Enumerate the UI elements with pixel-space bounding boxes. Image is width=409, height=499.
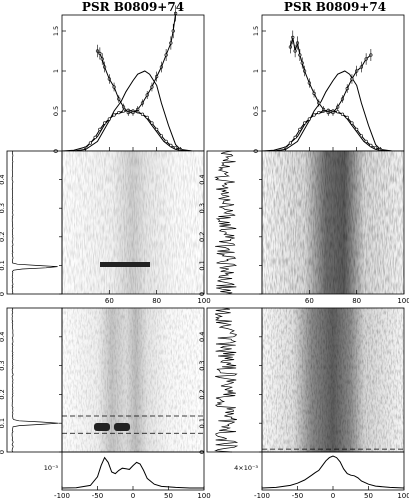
x-tick-label: 50 xyxy=(164,492,173,499)
data-point xyxy=(117,110,121,115)
right-bottom-2d-panel xyxy=(261,307,405,453)
right-bottom-profile-panel: 4×10⁻³ -100 -50 0 50 100 xyxy=(234,451,409,499)
y-tick-label: 0.1 xyxy=(198,260,206,270)
profile-series-0 xyxy=(262,70,404,152)
profile-series-0 xyxy=(62,70,204,152)
data-point xyxy=(317,110,321,115)
y-tick-label: 0.4 xyxy=(198,332,206,342)
y-tick-label: 0.5 xyxy=(52,106,60,116)
spectral-feature-band xyxy=(100,262,150,267)
left-bottom-side-panel: 0 0.1 0.2 0.3 0.4 xyxy=(0,307,63,454)
data-point xyxy=(298,127,302,131)
y-tick-label: 1.5 xyxy=(252,26,260,36)
bright-spot-1 xyxy=(94,423,110,431)
data-point xyxy=(350,121,354,125)
x-tick-label: 60 xyxy=(105,297,114,305)
x-tick-label: 50 xyxy=(364,492,373,499)
left-top-profile-panel: 00.511.5 xyxy=(52,5,205,153)
data-point xyxy=(169,143,173,147)
y-tick-label: 0 xyxy=(198,450,206,454)
data-point xyxy=(345,115,349,119)
data-point xyxy=(303,121,307,125)
x-tick-label: 100 xyxy=(197,492,210,499)
x-tick-label: -100 xyxy=(54,492,70,499)
y-tick-label: 0.2 xyxy=(0,232,6,242)
left-title: PSR B0809+74 xyxy=(82,0,184,14)
data-point xyxy=(336,110,340,114)
y-tick-label: 0.1 xyxy=(0,418,6,428)
y-tick-label: 0 xyxy=(0,450,6,454)
x-tick-label: -100 xyxy=(254,492,270,499)
y-tick-label: 0.2 xyxy=(0,389,6,399)
x-tick-label: 60 xyxy=(305,297,314,305)
data-point xyxy=(164,139,168,143)
right-title: PSR B0809+74 xyxy=(284,0,386,14)
right-top-profile-panel: 00.511.5 xyxy=(252,14,405,153)
data-point xyxy=(340,112,345,116)
profile-series-1 xyxy=(61,110,204,152)
left-middle-spectrum-panel: 60 80 100 xyxy=(61,150,211,305)
x-tick-label: 0 xyxy=(131,492,135,499)
y-tick-label: 0.4 xyxy=(0,174,6,184)
data-point xyxy=(159,134,163,138)
left-middle-side-panel: 0 0.1 0.2 0.3 0.4 xyxy=(0,150,63,296)
profile-series-3 xyxy=(97,13,177,114)
data-point xyxy=(112,113,116,117)
y-tick-label: 0.3 xyxy=(0,360,6,370)
data-point xyxy=(364,139,368,143)
data-point xyxy=(174,146,178,150)
data-point xyxy=(102,121,107,125)
data-point xyxy=(307,117,311,121)
data-point xyxy=(88,141,92,145)
y-tick-label: 0.3 xyxy=(198,203,206,213)
y-tick-label: 0.1 xyxy=(0,260,6,270)
y-tick-label: 1 xyxy=(52,69,60,73)
data-point xyxy=(93,135,97,139)
left-profile-scale: 10⁻³ xyxy=(44,464,59,472)
bright-spot-2 xyxy=(114,423,130,431)
y-tick-label: 0.5 xyxy=(252,106,260,116)
data-point xyxy=(312,113,316,117)
x-tick-label: 100 xyxy=(397,492,409,499)
x-tick-label: 100 xyxy=(197,297,210,305)
x-tick-label: 0 xyxy=(331,492,335,499)
y-tick-label: 0 xyxy=(198,292,206,296)
right-profile-scale: 4×10⁻³ xyxy=(234,464,258,472)
left-bottom-profile-panel: 10⁻³ -100 -50 0 50 100 xyxy=(44,451,211,499)
data-point xyxy=(293,135,297,139)
right-middle-spectrum-panel: 60 80 100 xyxy=(261,150,409,305)
y-tick-label: 0.3 xyxy=(198,360,206,370)
x-tick-label: -50 xyxy=(92,492,103,499)
profile-series-1 xyxy=(261,110,404,152)
y-tick-label: 0.1 xyxy=(198,418,206,428)
y-tick-label: 0 xyxy=(0,292,6,296)
right-middle-side-panel: 0 0.1 0.2 0.3 0.4 xyxy=(198,150,263,296)
data-point xyxy=(355,127,359,131)
x-tick-label: 80 xyxy=(152,297,161,305)
data-point xyxy=(140,112,145,116)
y-tick-label: 0.4 xyxy=(0,332,6,342)
data-point xyxy=(374,146,378,150)
x-tick-label: 80 xyxy=(352,297,361,305)
right-bottom-side-panel: 0 0.1 0.2 0.3 0.4 xyxy=(198,307,263,454)
y-tick-label: 0.2 xyxy=(198,389,206,399)
profile-series-3 xyxy=(289,37,372,114)
left-bottom-2d-panel xyxy=(61,307,205,453)
data-point xyxy=(369,143,373,147)
y-tick-label: 0.4 xyxy=(198,174,206,184)
y-tick-label: 1.5 xyxy=(52,26,60,36)
data-point xyxy=(155,127,159,131)
x-tick-label: -50 xyxy=(292,492,303,499)
data-point xyxy=(145,115,149,119)
y-tick-label: 0.2 xyxy=(198,232,206,242)
data-point xyxy=(107,117,111,121)
y-tick-label: 0.3 xyxy=(0,203,6,213)
x-tick-label: 100 xyxy=(397,297,409,305)
data-point xyxy=(98,127,102,131)
data-point xyxy=(359,134,364,138)
data-point xyxy=(288,141,293,145)
y-tick-label: 1 xyxy=(252,69,260,73)
data-point xyxy=(150,121,154,125)
